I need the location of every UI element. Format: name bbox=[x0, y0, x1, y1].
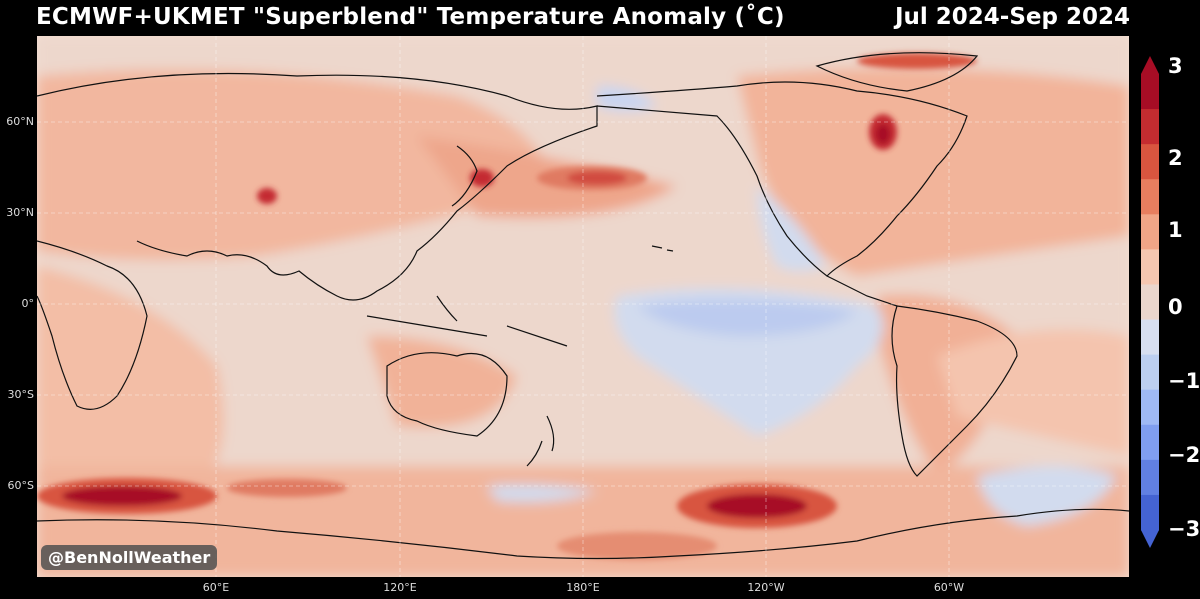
lat-label-30n: 30°N bbox=[6, 206, 34, 219]
anomaly-map bbox=[37, 36, 1129, 577]
colorbar bbox=[1141, 56, 1159, 548]
lon-label-180e: 180°E bbox=[566, 581, 600, 594]
colorbar-top-arrow bbox=[1141, 56, 1159, 74]
colorbar-segment bbox=[1141, 354, 1159, 391]
colorbar-segment bbox=[1141, 74, 1159, 110]
colorbar-segment bbox=[1141, 424, 1159, 461]
colorbar-segment bbox=[1141, 494, 1159, 531]
colorbar-tick-1: 1 bbox=[1168, 218, 1183, 242]
colorbar-tick-neg1: −1 bbox=[1168, 369, 1200, 393]
colorbar-segment bbox=[1141, 214, 1159, 250]
lat-label-30s: 30°S bbox=[7, 388, 34, 401]
colorbar-segment bbox=[1141, 389, 1159, 426]
colorbar-tick-neg2: −2 bbox=[1168, 443, 1200, 467]
colorbar-segment bbox=[1141, 284, 1159, 321]
colorbar-segment bbox=[1141, 144, 1159, 180]
colorbar-tick-3: 3 bbox=[1168, 54, 1183, 78]
lon-label-60w: 60°W bbox=[933, 581, 965, 594]
lat-label-60n: 60°N bbox=[6, 115, 34, 128]
colorbar-segment bbox=[1141, 109, 1159, 145]
colorbar-bottom-arrow bbox=[1141, 530, 1159, 548]
coastlines bbox=[37, 52, 1129, 560]
colorbar-segment bbox=[1141, 459, 1159, 496]
lon-label-60e: 60°E bbox=[202, 581, 230, 594]
colorbar-tick-2: 2 bbox=[1168, 146, 1183, 170]
anomaly-hotspots bbox=[37, 53, 977, 560]
watermark-handle: @BenNollWeather bbox=[41, 545, 218, 570]
colorbar-tick-0: 0 bbox=[1168, 295, 1183, 319]
map-title: ECMWF+UKMET "Superblend" Temperature Ano… bbox=[36, 4, 785, 30]
lat-label-60s: 60°S bbox=[7, 479, 34, 492]
colorbar-segment bbox=[1141, 249, 1159, 285]
lon-label-120e: 120°E bbox=[383, 581, 417, 594]
colorbar-segment bbox=[1141, 319, 1159, 356]
lat-label-equator: 0° bbox=[21, 297, 35, 310]
colorbar-segment bbox=[1141, 179, 1159, 215]
colorbar-tick-neg3: −3 bbox=[1168, 517, 1200, 541]
forecast-period: Jul 2024-Sep 2024 bbox=[894, 4, 1130, 30]
lon-label-120w: 120°W bbox=[747, 581, 785, 594]
graticule bbox=[37, 36, 1129, 577]
